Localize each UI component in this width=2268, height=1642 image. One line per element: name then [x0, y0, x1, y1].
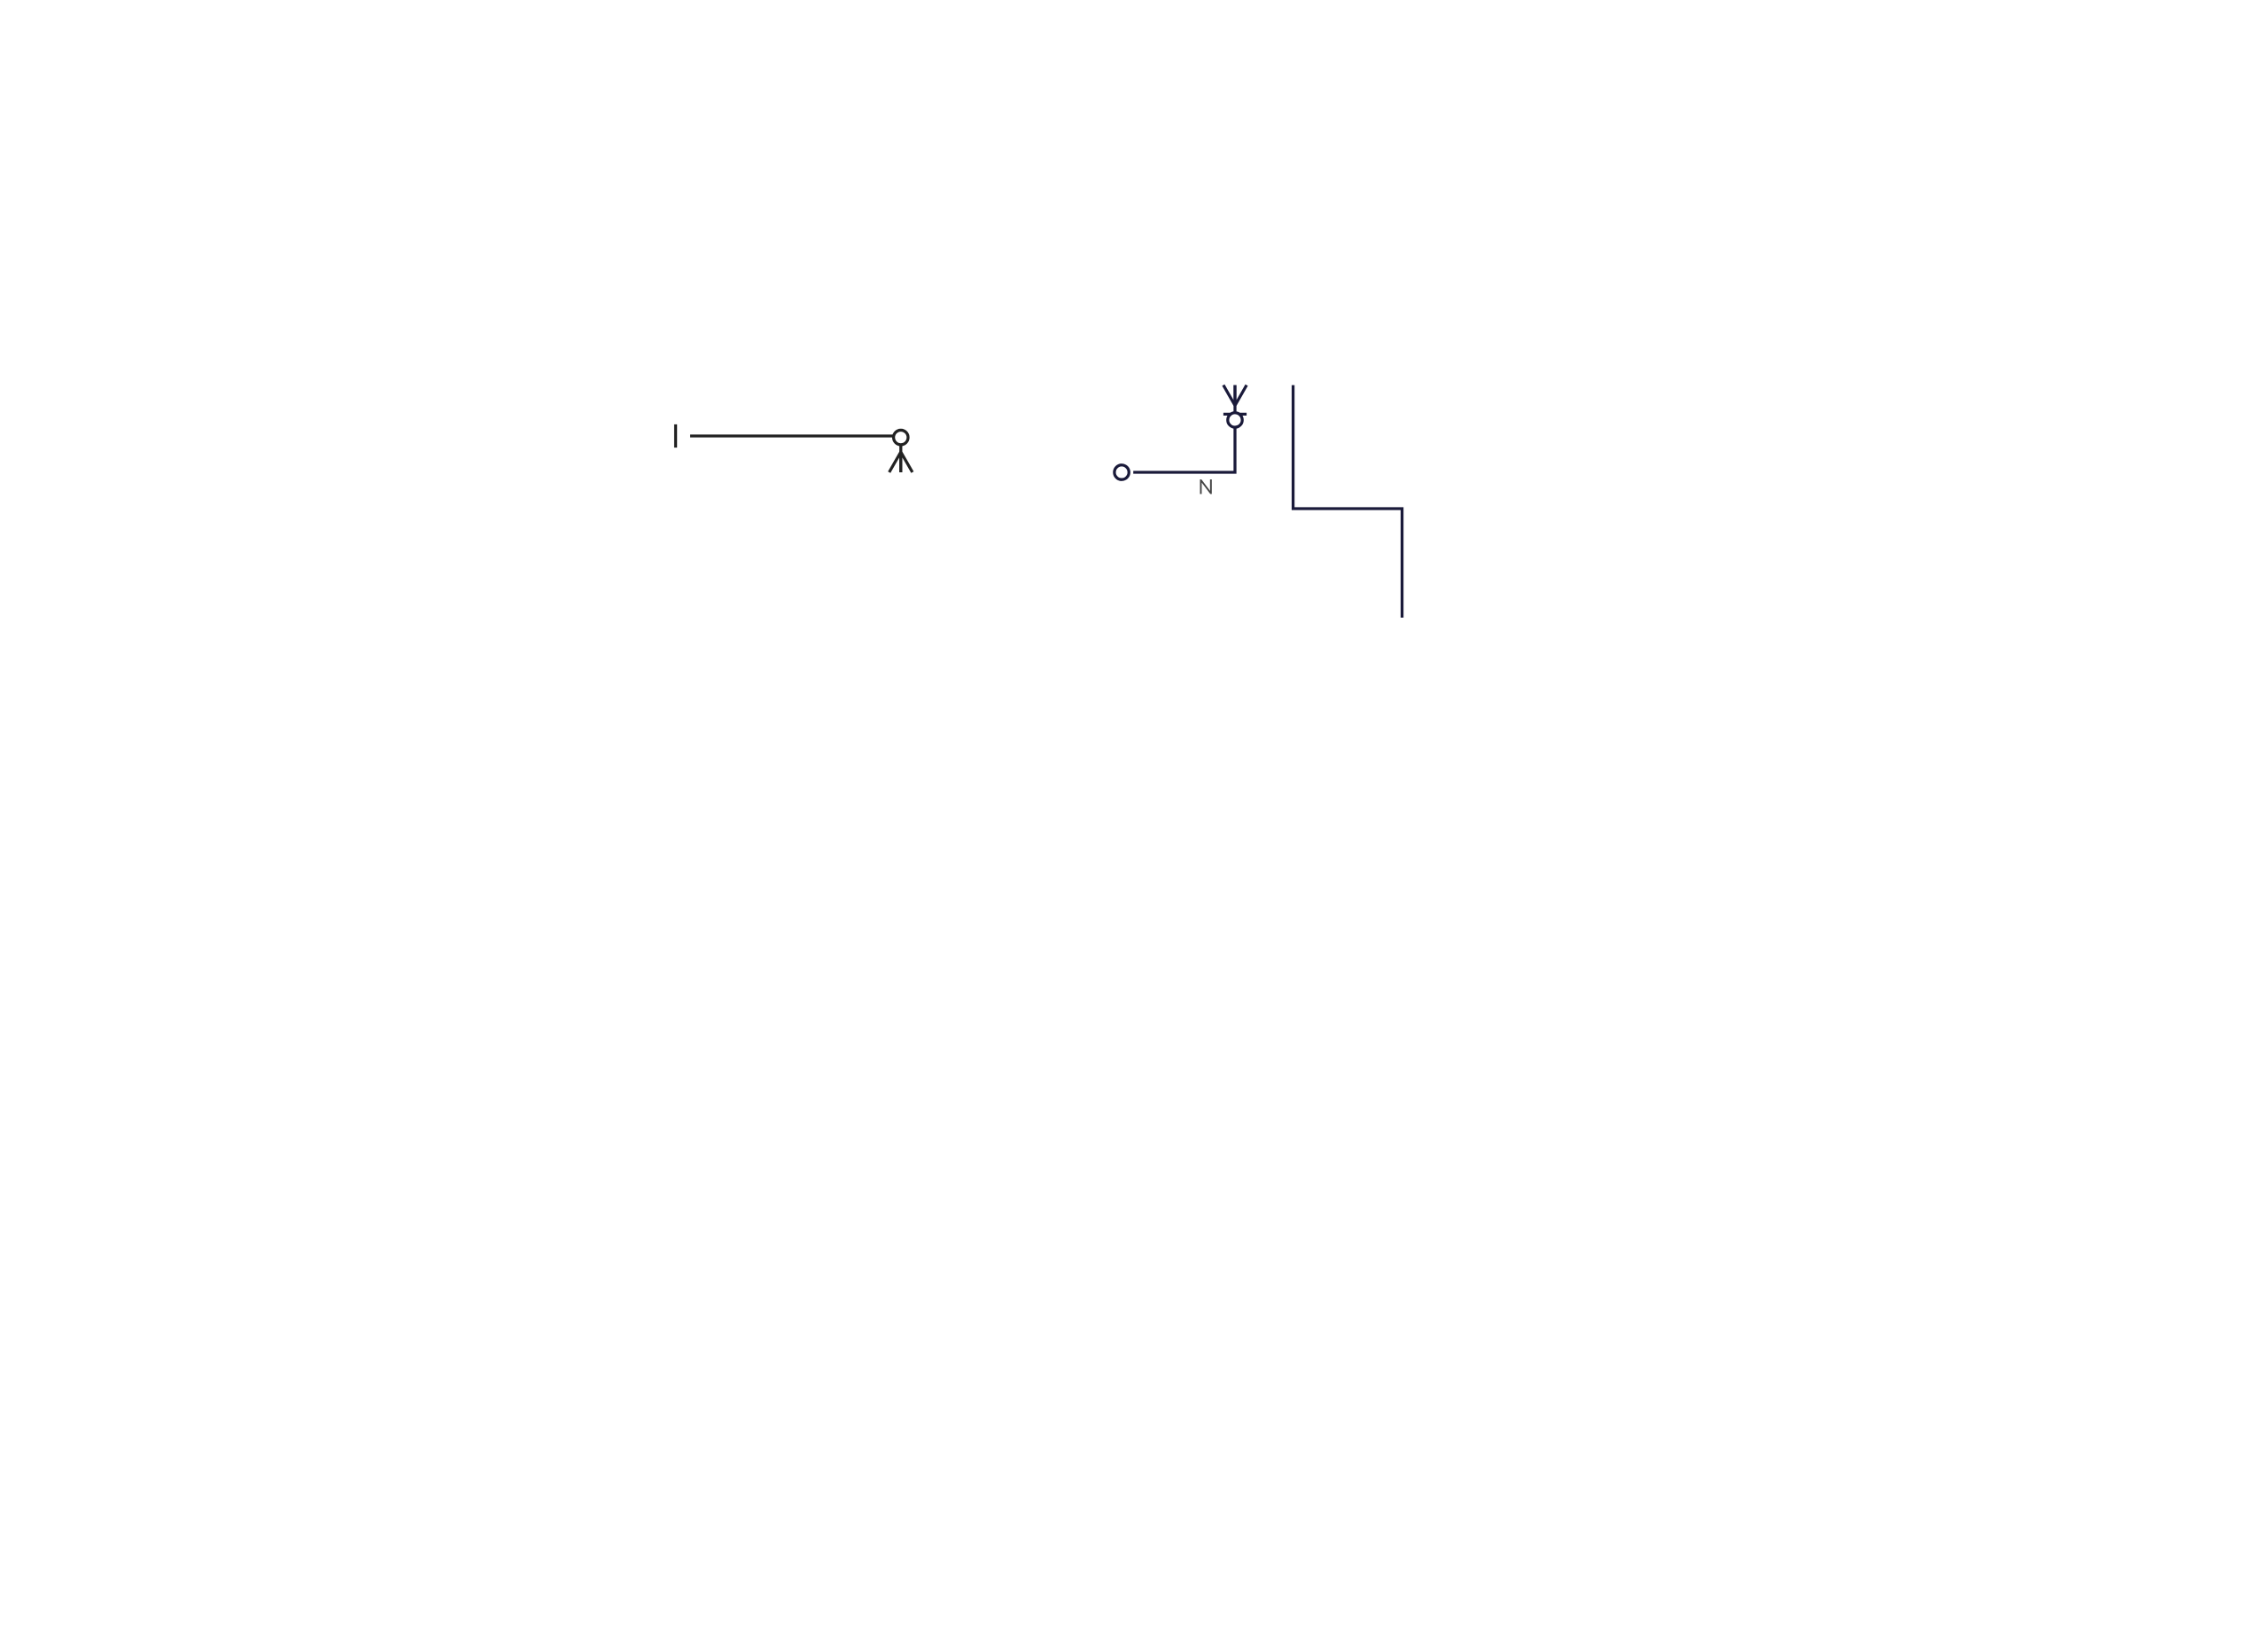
er-diagram-svg: N	[0, 0, 2266, 1642]
er-diagram-root: N	[0, 0, 2268, 1642]
cardinality-n: N	[1198, 474, 1214, 499]
